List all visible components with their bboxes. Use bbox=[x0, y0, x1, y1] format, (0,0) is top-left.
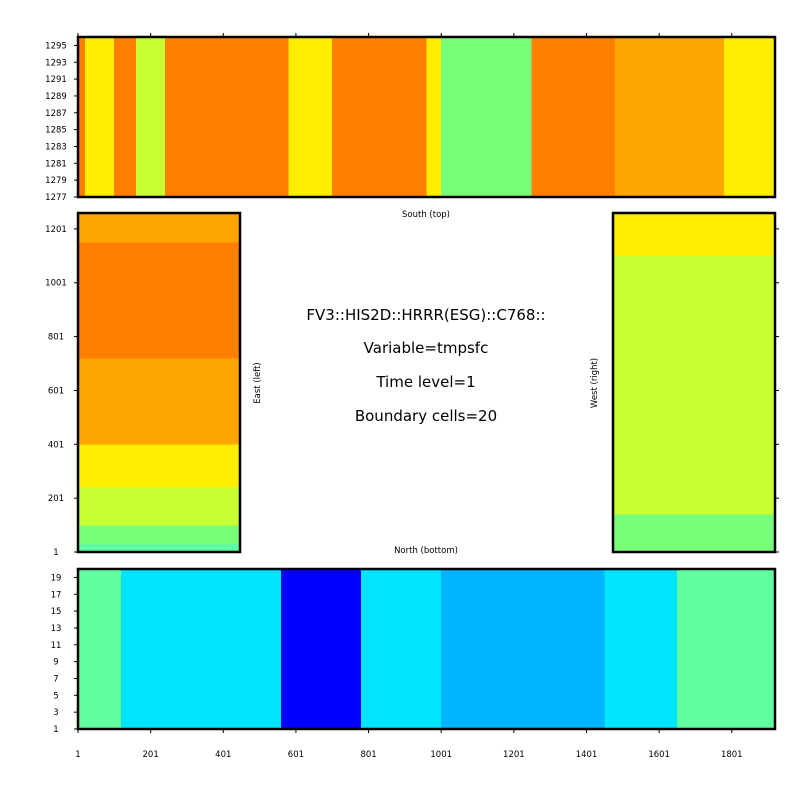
north-label: North (bottom) bbox=[394, 546, 458, 556]
north-heatmap bbox=[78, 569, 775, 729]
info-line-3: Time level=1 bbox=[375, 373, 475, 391]
south-label: South (top) bbox=[402, 210, 450, 220]
x-tick-label: 801 bbox=[360, 750, 376, 760]
south-heatmap bbox=[78, 37, 775, 197]
info-line-1: FV3::HIS2D::HRRR(ESG)::C768:: bbox=[306, 306, 545, 324]
x-tick-label: 401 bbox=[215, 750, 231, 760]
y-tick-label: 801 bbox=[48, 333, 64, 343]
south-x-ticks bbox=[77, 33, 733, 37]
x-tick-label: 1801 bbox=[721, 750, 743, 760]
y-tick-label: 1281 bbox=[45, 159, 67, 169]
y-tick-label: 1295 bbox=[45, 41, 67, 51]
x-tick-label: 1 bbox=[75, 750, 80, 760]
y-tick-label: 1289 bbox=[45, 92, 67, 102]
y-tick-label: 1 bbox=[53, 548, 58, 558]
y-tick-label: 601 bbox=[48, 386, 64, 396]
y-tick-label: 5 bbox=[53, 691, 58, 701]
west-heatmap bbox=[613, 213, 775, 552]
south-frame bbox=[76, 35, 777, 199]
y-tick-label: 1 bbox=[53, 725, 58, 735]
x-tick-label: 1001 bbox=[430, 750, 452, 760]
south-panel: 1277 1279 1281 1283 1285 1287 1289 1291 1293 1295 bbox=[45, 33, 777, 203]
west-label: West (right) bbox=[590, 358, 600, 408]
y-tick-label: 9 bbox=[53, 658, 58, 668]
info-line-2: Variable=tmpsfc bbox=[364, 339, 489, 357]
y-tick-label: 1001 bbox=[45, 279, 67, 289]
y-tick-label: 1291 bbox=[45, 75, 67, 85]
west-frame bbox=[611, 211, 777, 554]
y-tick-label: 201 bbox=[48, 494, 64, 504]
y-tick-label: 11 bbox=[51, 641, 62, 651]
x-tick-label: 201 bbox=[143, 750, 159, 760]
east-frame bbox=[76, 211, 242, 554]
north-frame bbox=[76, 567, 777, 731]
y-tick-label: 1287 bbox=[45, 109, 67, 119]
y-tick-label: 17 bbox=[51, 590, 62, 600]
y-tick-label: 1293 bbox=[45, 58, 67, 68]
info-line-4: Boundary cells=20 bbox=[355, 407, 497, 425]
y-tick-label: 1279 bbox=[45, 176, 67, 186]
y-tick-label: 13 bbox=[51, 624, 62, 634]
y-tick-label: 7 bbox=[53, 674, 58, 684]
y-tick-label: 1277 bbox=[45, 193, 67, 203]
west-y-ticks bbox=[775, 228, 779, 553]
south-y-ticks: 1277 1279 1281 1283 1285 1287 1289 1291 1293 1295 bbox=[45, 41, 78, 203]
y-tick-label: 19 bbox=[51, 573, 62, 583]
y-tick-label: 401 bbox=[48, 440, 64, 450]
y-tick-label: 1283 bbox=[45, 142, 67, 152]
y-tick-label: 1201 bbox=[45, 225, 67, 235]
x-tick-label: 601 bbox=[288, 750, 304, 760]
east-label: East (left) bbox=[253, 362, 263, 403]
x-tick-label: 1201 bbox=[503, 750, 525, 760]
east-heatmap bbox=[78, 213, 240, 552]
x-tick-label: 1601 bbox=[648, 750, 670, 760]
x-tick-label: 1401 bbox=[576, 750, 598, 760]
north-x-ticks: 1 201 401 601 801 1001 1201 1401 1601 1801 bbox=[75, 729, 743, 760]
y-tick-label: 1285 bbox=[45, 126, 67, 136]
west-panel bbox=[611, 211, 779, 554]
y-tick-label: 15 bbox=[51, 607, 62, 617]
y-tick-label: 3 bbox=[53, 708, 58, 718]
